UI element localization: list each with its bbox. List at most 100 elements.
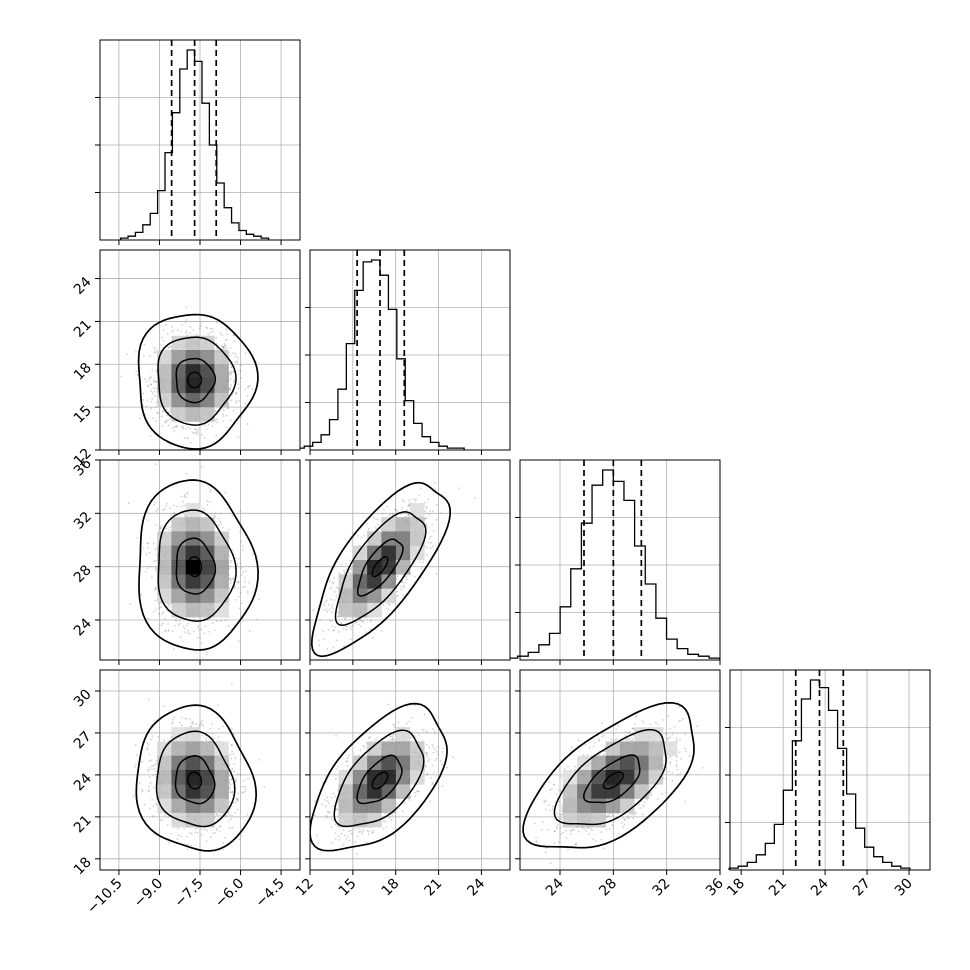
density-panel-3-0: −10.5 −9.0 −7.5 −6.0 −4.5 18 21 24 27 30 [71, 669, 301, 917]
sample-point [427, 541, 430, 543]
sample-point [263, 786, 266, 788]
density-cell [171, 378, 187, 394]
sample-point [235, 798, 238, 801]
sample-point [437, 753, 439, 756]
sample-point [232, 380, 235, 383]
sample-point [182, 625, 185, 628]
sample-point [425, 753, 428, 756]
density-cell [214, 545, 229, 561]
sample-point [665, 777, 667, 780]
x-tick-label: 24 [808, 875, 832, 899]
sample-point [347, 571, 350, 574]
sample-point [322, 609, 325, 611]
sample-point [328, 609, 331, 611]
y-tick-label: 15 [71, 403, 95, 427]
sample-point [201, 719, 204, 722]
sample-point [416, 790, 419, 793]
sample-point [209, 327, 212, 330]
sample-point [214, 419, 217, 422]
sample-point [349, 628, 352, 631]
density-cell [200, 741, 215, 757]
sample-point [409, 799, 411, 801]
sample-point [559, 790, 562, 793]
sample-point [675, 765, 678, 768]
density-cell [352, 770, 368, 785]
sample-point [228, 786, 231, 789]
sample-point [216, 347, 219, 350]
sample-point [431, 783, 434, 786]
sample-point [624, 819, 627, 822]
sample-point [384, 820, 387, 823]
sample-point [125, 353, 128, 356]
sample-point [343, 617, 346, 620]
sample-point [588, 833, 590, 836]
density-panel-3-1: 12 15 18 21 24 [293, 669, 511, 899]
sample-point [164, 618, 167, 621]
density-cell [381, 784, 397, 799]
sample-point [180, 724, 183, 727]
sample-point [205, 739, 208, 742]
sample-point [547, 828, 550, 831]
sample-point [334, 795, 337, 798]
sample-point [239, 386, 242, 389]
x-tick-label: 27 [850, 876, 874, 900]
density-cell [591, 784, 607, 799]
sample-point [238, 399, 240, 402]
sample-point [678, 720, 680, 722]
density-cell [157, 364, 172, 379]
sample-point [163, 739, 166, 741]
sample-point [170, 411, 172, 414]
sample-point [178, 622, 181, 625]
sample-point [313, 800, 316, 803]
sample-point [160, 624, 163, 627]
sample-point [156, 412, 159, 414]
density-cell [171, 392, 187, 408]
sample-point [212, 832, 215, 835]
sample-point [414, 791, 416, 794]
sample-point [192, 722, 195, 725]
sample-point [167, 623, 169, 625]
density-cell [171, 741, 187, 757]
sample-point [162, 509, 164, 511]
sample-point [351, 624, 354, 627]
sample-point [186, 426, 189, 429]
sample-point [600, 831, 603, 833]
sample-point [701, 766, 704, 769]
sample-point [160, 524, 163, 527]
sample-point [234, 391, 237, 394]
sample-point [356, 835, 359, 838]
sample-point [187, 848, 189, 851]
sample-point [243, 576, 246, 579]
sample-point [231, 790, 234, 793]
sample-point [332, 792, 335, 795]
sample-point [326, 799, 328, 802]
sample-point [344, 618, 347, 621]
sample-point [569, 829, 572, 832]
sample-point [397, 594, 399, 596]
sample-point [431, 744, 434, 747]
density-cell [395, 784, 411, 799]
sample-point [234, 811, 237, 814]
sample-point [239, 530, 242, 533]
sample-point [236, 361, 238, 364]
sample-point [145, 748, 148, 751]
sample-point [545, 847, 548, 849]
sample-point [350, 568, 353, 571]
panel-background [310, 250, 510, 450]
sample-point [405, 575, 408, 578]
sample-point [336, 801, 339, 804]
sample-point [545, 799, 547, 802]
sample-point [385, 607, 388, 610]
sample-point [349, 829, 352, 832]
sample-point [375, 738, 377, 741]
sample-point [377, 518, 380, 521]
sample-point [182, 428, 184, 430]
sample-point [147, 384, 149, 387]
sample-point [586, 827, 589, 830]
sample-point [635, 716, 638, 719]
sample-point [434, 748, 436, 751]
sample-point [226, 426, 228, 429]
density-cell [395, 755, 411, 771]
density-cell [171, 364, 187, 379]
sample-point [236, 800, 239, 803]
